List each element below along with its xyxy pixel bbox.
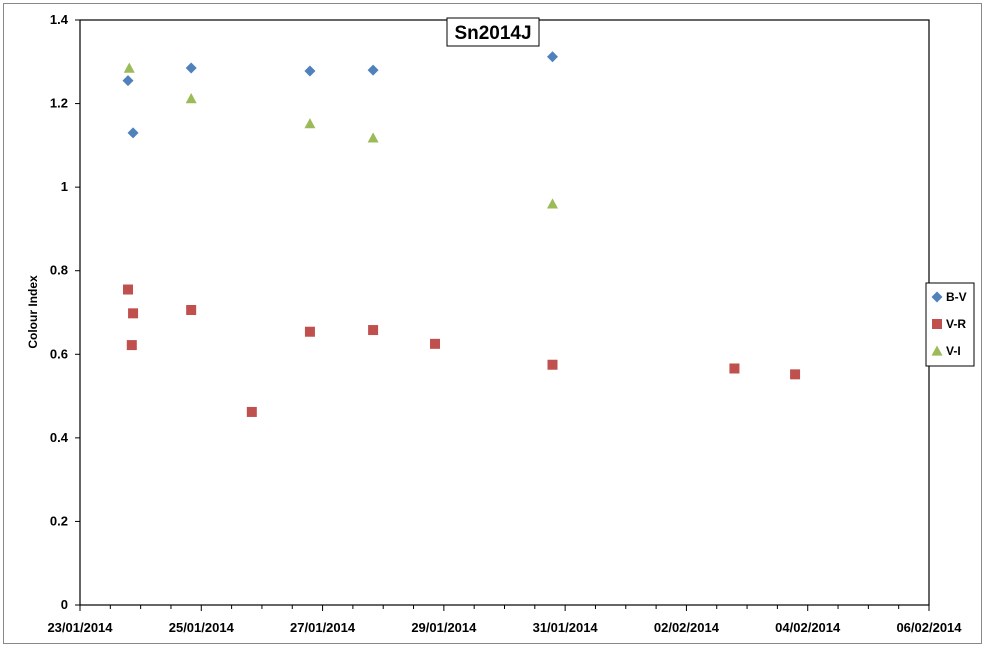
data-point	[122, 75, 134, 87]
data-point	[185, 93, 197, 104]
x-tick-label: 04/02/2014	[775, 620, 841, 635]
data-point	[304, 118, 316, 129]
legend-marker	[931, 345, 943, 356]
data-point	[547, 51, 559, 63]
y-tick-label: 1.2	[50, 96, 68, 111]
data-point	[547, 359, 558, 370]
legend-label: B-V	[946, 290, 967, 304]
legend-marker	[932, 319, 942, 329]
y-axis: 0 0.2 0.4 0.6 0.8 1 1.2 1.4	[50, 12, 80, 612]
data-point	[123, 284, 134, 295]
data-point	[547, 198, 559, 209]
data-point	[128, 308, 139, 319]
data-point	[368, 325, 379, 336]
chart-title: Sn2014J	[454, 23, 531, 44]
x-tick-label: 25/01/2014	[169, 620, 235, 635]
y-tick-label: 0.8	[50, 263, 68, 278]
data-point	[185, 62, 197, 74]
data-point	[367, 132, 379, 143]
data-points	[122, 51, 801, 417]
x-axis: 23/01/2014 25/01/2014 27/01/2014 29/01/2014…	[47, 605, 962, 635]
data-point	[304, 65, 316, 77]
data-point	[127, 127, 139, 139]
data-point	[123, 62, 135, 73]
x-tick-label: 31/01/2014	[533, 620, 599, 635]
series-v-i	[123, 62, 559, 209]
chart-title-box: Sn2014J	[446, 17, 540, 47]
data-point	[246, 406, 257, 417]
data-point	[304, 326, 315, 337]
y-tick-label: 1	[61, 179, 68, 194]
y-tick-label: 0	[61, 597, 68, 612]
legend-label: V-R	[946, 317, 966, 331]
data-point	[367, 64, 379, 76]
y-tick-label: 0.2	[50, 513, 68, 528]
x-tick-label: 06/02/2014	[896, 620, 962, 635]
data-point	[186, 304, 197, 315]
plot-area	[79, 19, 930, 606]
y-tick-label: 1.4	[50, 12, 69, 27]
legend: B-V V-R V-I	[925, 282, 975, 367]
data-point	[430, 338, 441, 349]
y-axis-title: Colour Index	[26, 275, 40, 349]
data-point	[729, 363, 740, 374]
x-tick-label: 27/01/2014	[290, 620, 356, 635]
legend-marker	[931, 291, 943, 303]
series-b-v	[122, 51, 559, 139]
x-tick-label: 23/01/2014	[47, 620, 113, 635]
data-point	[126, 340, 137, 351]
legend-label: V-I	[946, 344, 961, 358]
series-v-r	[123, 284, 801, 417]
y-tick-label: 0.6	[50, 346, 68, 361]
y-tick-label: 0.4	[50, 430, 69, 445]
x-tick-label: 02/02/2014	[654, 620, 720, 635]
data-point	[790, 369, 801, 380]
x-tick-label: 29/01/2014	[411, 620, 477, 635]
chart-title-border	[446, 17, 540, 47]
